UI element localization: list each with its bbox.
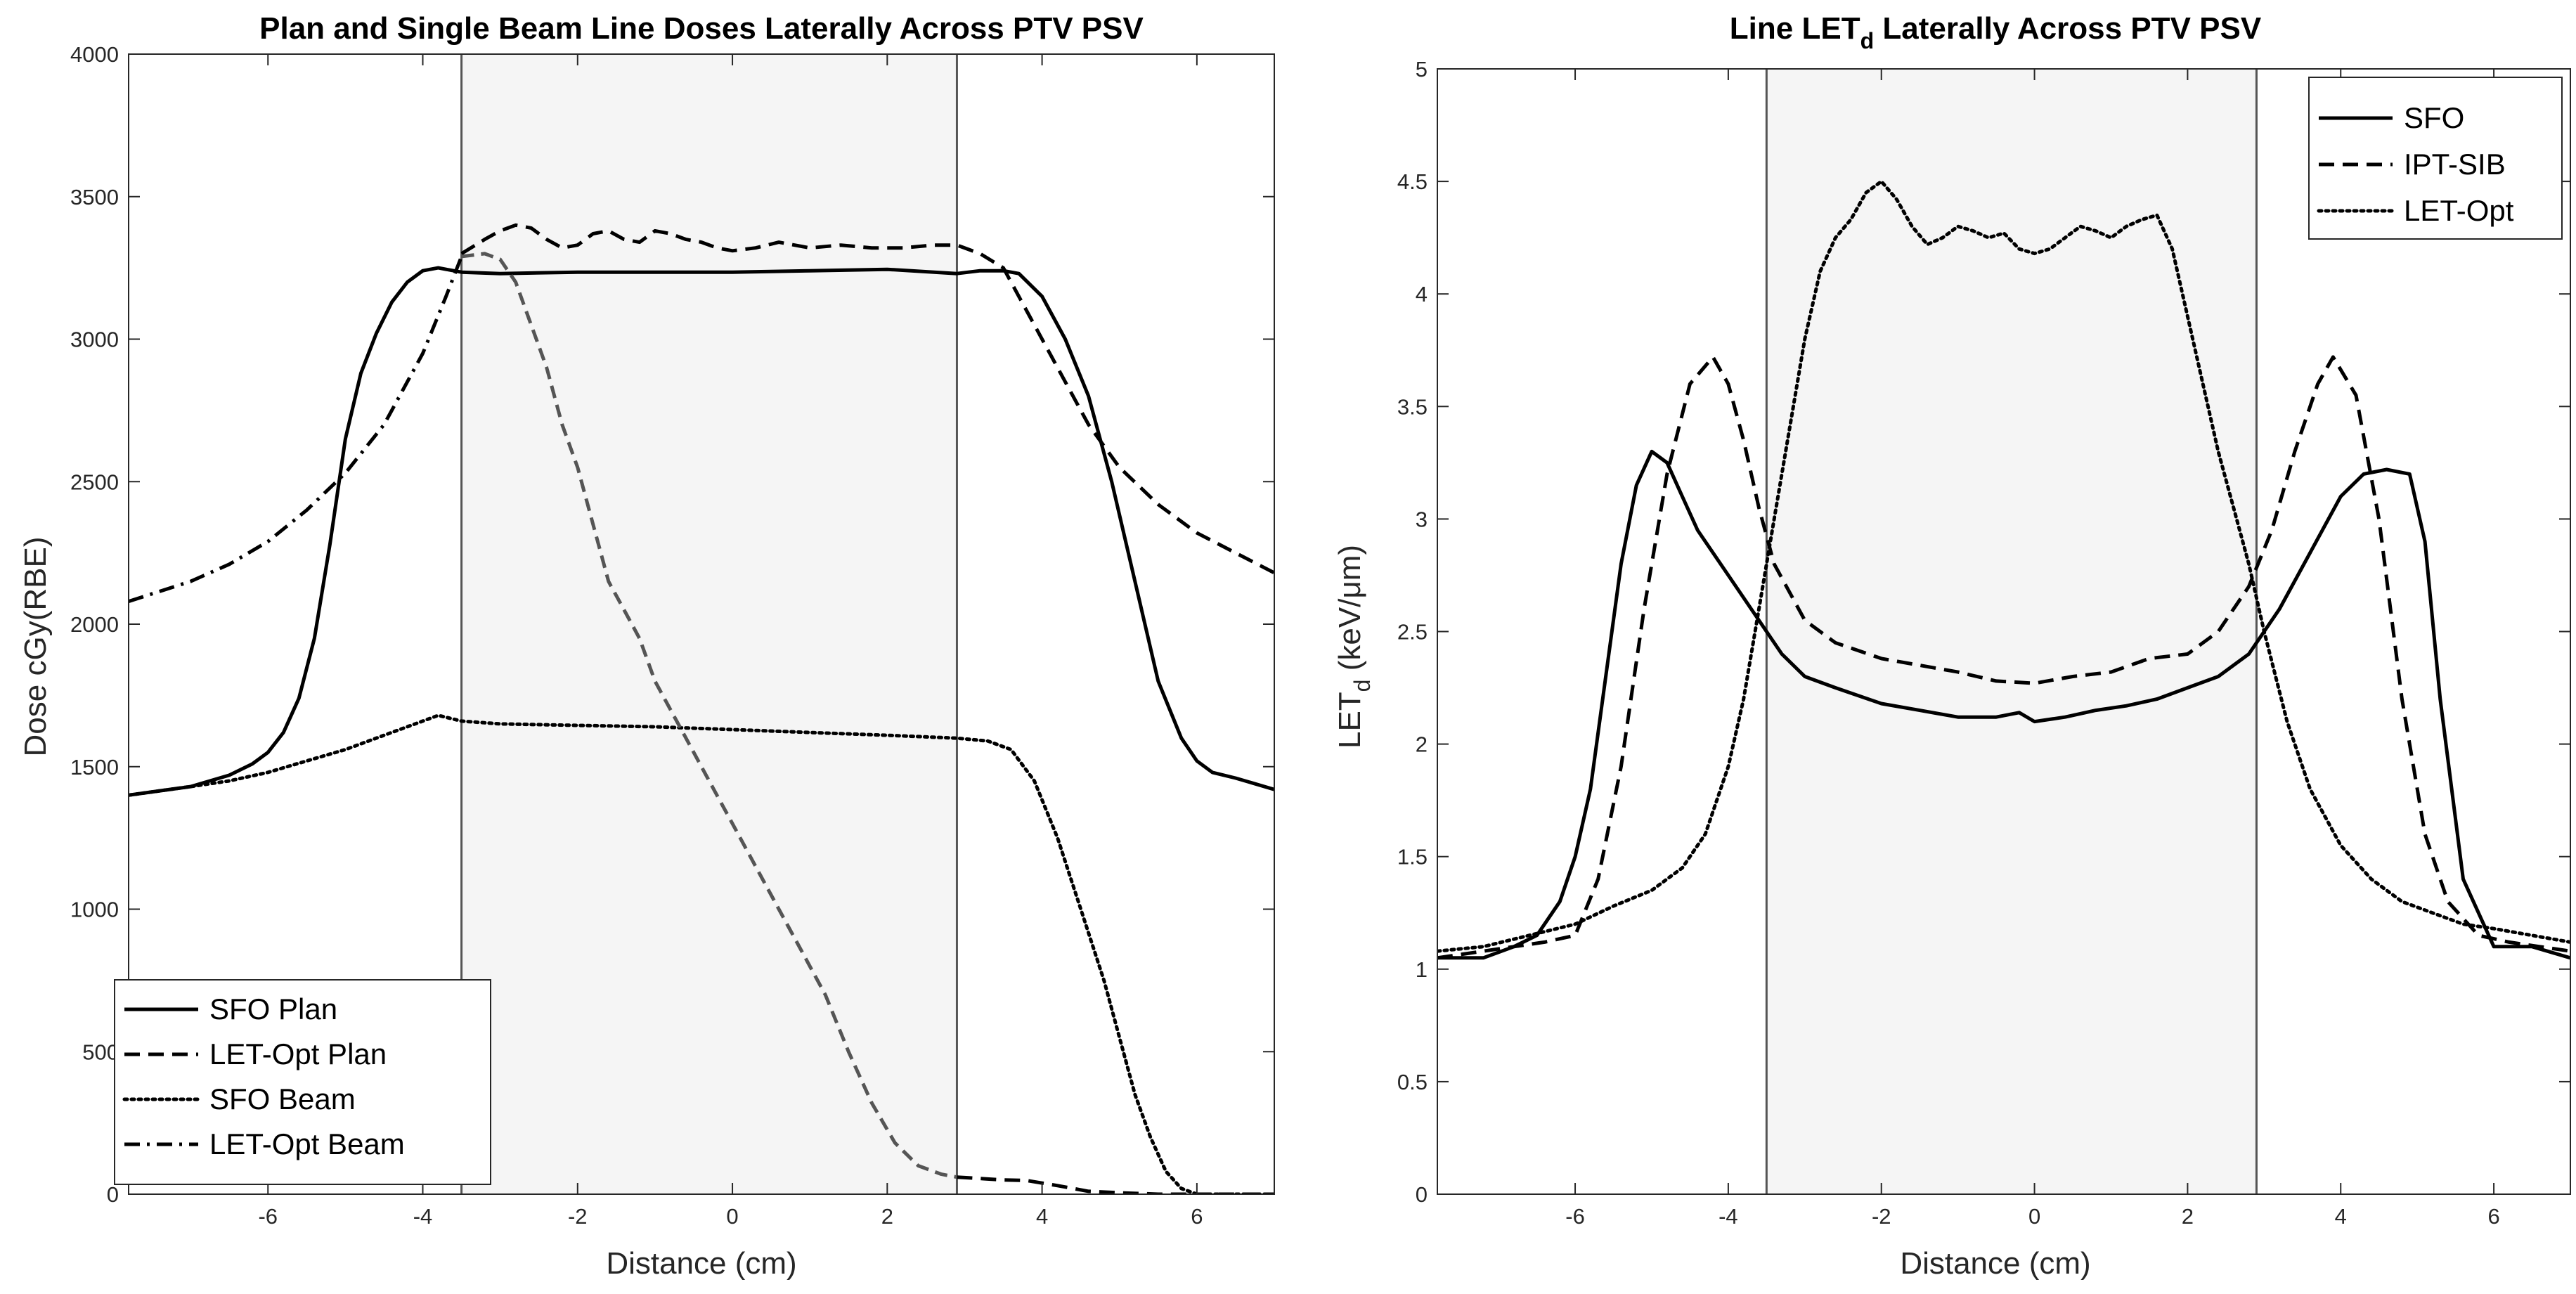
dose-series-let-opt-beam-tail: [957, 1175, 1274, 1194]
let-plot-area: -6 -4 -2 0 2 4 6 0 0.5 1 1.5 2 2.5 3 3.5 4 4.5 5 SFO IPT-SI…: [1397, 57, 2571, 1229]
let-ytick-label: 1.5: [1397, 845, 1428, 869]
dose-xtick-label: -2: [568, 1204, 588, 1229]
let-series-sfo: [1437, 449, 2570, 960]
dose-series-let-opt-plan: [460, 223, 1274, 575]
let-ytick-label: 0: [1416, 1182, 1428, 1207]
let-ytick-label: 3: [1416, 507, 1428, 531]
let-legend-label: LET-Opt: [2404, 194, 2514, 227]
let-ytick-label: 5: [1416, 57, 1428, 82]
let-xtick-label: -2: [1872, 1204, 1891, 1229]
dose-series-let-opt-beam-inside-ptv: [461, 252, 957, 1179]
dose-legend-label: LET-Opt Beam: [209, 1127, 405, 1160]
dose-ytick-label: 0: [107, 1182, 119, 1207]
dose-ytick-label: 3500: [70, 185, 119, 209]
dose-ytick-label: 1500: [70, 755, 119, 779]
dose-legend-label: SFO Plan: [209, 992, 337, 1026]
let-chart-title-main: Line LET: [1730, 11, 1860, 46]
dose-xtick-label: -4: [413, 1204, 433, 1229]
let-chart-xlabel: Distance (cm): [1900, 1246, 2090, 1281]
let-ytick-label: 2: [1416, 732, 1428, 757]
let-legend-box: [2308, 77, 2563, 240]
let-legend-label: IPT-SIB: [2404, 148, 2506, 181]
dose-chart-ylabel: Dose cGy(RBE): [18, 537, 53, 757]
let-legend: SFO IPT-SIB LET-Opt: [2308, 77, 2563, 240]
dose-ytick-label: 3000: [70, 328, 119, 352]
let-chart: Line LETd Laterally Across PTV PSV Dista…: [1333, 11, 2571, 1281]
let-chart-ylabel-suffix: (keV/μm): [1333, 545, 1367, 680]
dose-xtick-label: 2: [881, 1204, 893, 1229]
let-xtick-label: -4: [1719, 1204, 1738, 1229]
let-chart-ylabel: LETd (keV/μm): [1333, 545, 1375, 749]
let-chart-title-subscript: d: [1860, 28, 1875, 53]
dose-ytick-label: 4000: [70, 42, 119, 67]
let-ytick-label: 0.5: [1397, 1070, 1428, 1094]
let-chart-ylabel-main: LET: [1333, 692, 1367, 749]
dose-ytick-label: 2000: [70, 612, 119, 637]
let-xtick-label: 2: [2182, 1204, 2194, 1229]
dose-chart-title: Plan and Single Beam Line Doses Laterall…: [259, 11, 1144, 46]
let-ytick-label: 1: [1416, 957, 1428, 982]
dose-chart: Plan and Single Beam Line Doses Laterall…: [18, 11, 1275, 1281]
dose-ytick-label: 1000: [70, 898, 119, 922]
let-chart-ylabel-subscript: d: [1350, 680, 1375, 692]
let-series-group: [1437, 179, 2570, 960]
let-series-ipt-sib: [1437, 355, 2570, 960]
dose-ytick-label: 2500: [70, 470, 119, 494]
let-xtick-label: -6: [1565, 1204, 1585, 1229]
dose-xtick-label: 6: [1191, 1204, 1203, 1229]
let-series-let-opt: [1437, 179, 2570, 953]
dose-series-let-opt-beam: [129, 255, 463, 603]
dose-series-sfo-beam: [129, 713, 1274, 1194]
dose-xtick-label: 4: [1036, 1204, 1048, 1229]
let-xtick-label: 0: [2028, 1204, 2040, 1229]
dose-series-group: [129, 223, 1274, 1194]
dose-xtick-label: -6: [258, 1204, 278, 1229]
dose-plot-area: -6 -4 -2 0 2 4 6 0 500 1000 1500 2000 2500 3000 3500 40…: [70, 42, 1275, 1229]
let-chart-title: Line LETd Laterally Across PTV PSV: [1730, 11, 2262, 53]
dose-legend: SFO Plan LET-Opt Plan SFO Beam LET-Opt Beam: [114, 979, 491, 1185]
let-ytick-label: 4: [1416, 282, 1428, 306]
dose-legend-box: [114, 979, 491, 1185]
let-legend-label: SFO: [2404, 101, 2464, 134]
let-ytick-label: 3.5: [1397, 394, 1428, 419]
let-xtick-label: 6: [2487, 1204, 2499, 1229]
dose-chart-xlabel: Distance (cm): [606, 1246, 796, 1281]
let-chart-title-suffix: Laterally Across PTV PSV: [1874, 11, 2262, 46]
dose-series-sfo-plan: [129, 266, 1274, 797]
let-ytick-label: 2.5: [1397, 620, 1428, 645]
let-ptv-shaded-region: [1766, 69, 2257, 1194]
dose-ptv-shaded-region: [461, 54, 957, 1194]
let-xtick-label: 4: [2335, 1204, 2347, 1229]
dose-xtick-label: 0: [726, 1204, 738, 1229]
dose-ytick-label: 500: [82, 1040, 119, 1064]
dose-legend-label: LET-Opt Plan: [209, 1037, 387, 1070]
dose-legend-label: SFO Beam: [209, 1082, 356, 1115]
let-ytick-label: 4.5: [1397, 169, 1428, 194]
